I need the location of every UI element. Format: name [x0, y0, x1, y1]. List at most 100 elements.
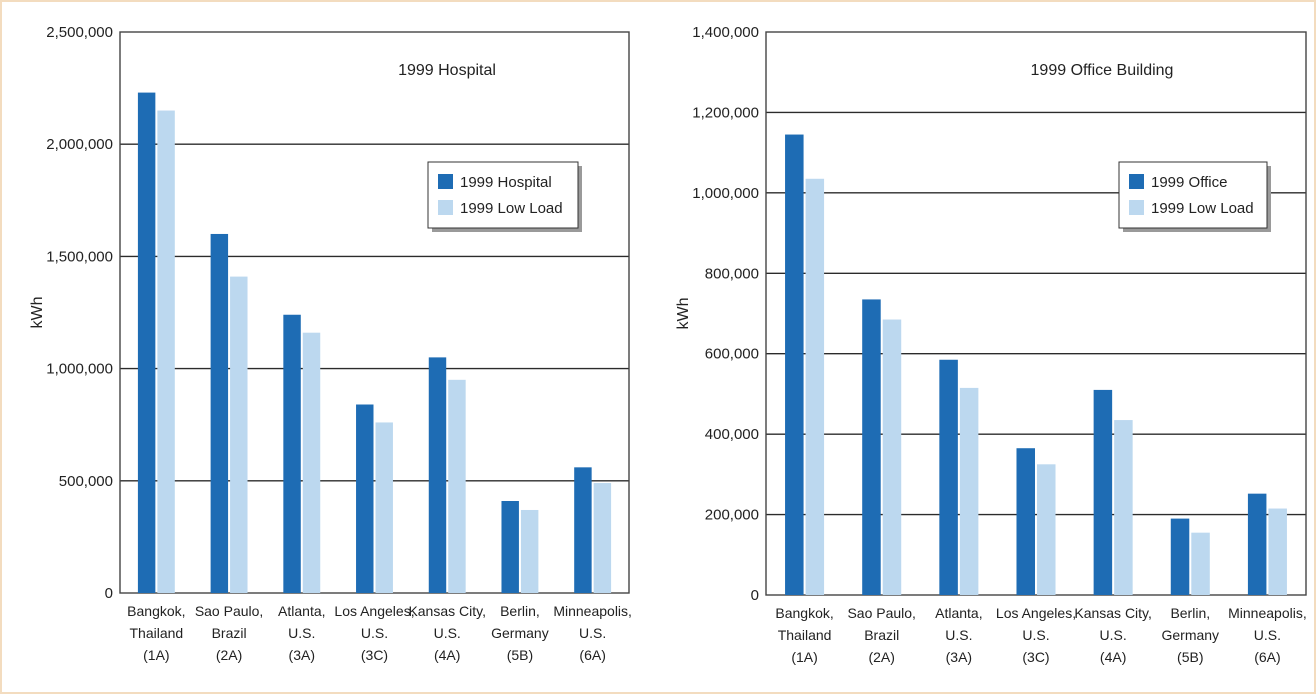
- x-category-label: Minneapolis,: [553, 603, 632, 619]
- x-category-label: U.S.: [1100, 627, 1127, 643]
- y-tick-label: 1,200,000: [692, 104, 759, 121]
- bar-light: [302, 332, 321, 593]
- x-category-label: Germany: [1161, 627, 1219, 643]
- bar-light: [1037, 464, 1056, 595]
- x-category-label: Minneapolis,: [1228, 605, 1307, 621]
- x-category-label: U.S.: [434, 625, 461, 641]
- x-category-label: (3A): [946, 649, 972, 665]
- x-category-label: Berlin,: [1170, 605, 1210, 621]
- legend-box: [1118, 161, 1268, 229]
- x-category-label: Kansas City,: [1074, 605, 1152, 621]
- plot-frame: [119, 31, 630, 594]
- y-tick-label: 0: [751, 587, 759, 604]
- y-axis-label: kWh: [675, 298, 692, 330]
- bar-light: [375, 422, 393, 593]
- x-category-label: Brazil: [212, 625, 247, 641]
- bar-light: [882, 319, 902, 595]
- x-category-label: (2A): [216, 647, 242, 663]
- chart-2: 0 200,000 400,000 600,000 800,000 1,000,000 1,…: [675, 24, 1307, 665]
- x-category-label: Los Angeles,: [996, 605, 1076, 621]
- bar-dark: [137, 92, 156, 593]
- plot-frame: [765, 31, 1307, 596]
- y-tick-label: 0: [105, 585, 113, 602]
- bar-light: [805, 178, 825, 595]
- legend-label: 1999 Low Load: [460, 200, 563, 217]
- legend-swatch: [1129, 200, 1144, 215]
- x-category-label: (3C): [361, 647, 388, 663]
- legend-box: [427, 161, 579, 229]
- x-category-label: Thailand: [130, 625, 184, 641]
- bar-light: [520, 509, 539, 593]
- x-category-label: (6A): [1254, 649, 1280, 665]
- x-category-label: Berlin,: [500, 603, 540, 619]
- bar-dark: [939, 359, 958, 595]
- x-category-label: Bangkok,: [127, 603, 185, 619]
- x-category-label: U.S.: [361, 625, 388, 641]
- bar-light: [448, 379, 466, 593]
- bar-dark: [862, 299, 881, 595]
- bar-light: [230, 276, 248, 593]
- x-category-label: Atlanta,: [278, 603, 325, 619]
- y-tick-label: 400,000: [705, 426, 759, 443]
- bar-dark: [501, 500, 519, 593]
- bar-light: [959, 387, 979, 595]
- legend-swatch: [438, 200, 453, 215]
- y-tick-label: 1,400,000: [692, 24, 759, 41]
- legend-label: 1999 Hospital: [460, 174, 552, 191]
- x-category-label: (5B): [1177, 649, 1203, 665]
- x-category-label: Germany: [491, 625, 549, 641]
- plot-area: [120, 32, 629, 593]
- x-category-label: U.S.: [288, 625, 315, 641]
- x-category-label: Kansas City,: [408, 603, 486, 619]
- chart-1: 0 500,000 1,000,000 1,500,000 2,000,000 2,500…: [29, 24, 632, 663]
- bar-dark: [785, 134, 804, 595]
- y-tick-label: 1,000,000: [46, 361, 113, 378]
- x-category-label: (4A): [434, 647, 460, 663]
- x-category-label: (5B): [507, 647, 533, 663]
- y-tick-label: 600,000: [705, 346, 759, 363]
- x-category-label: Thailand: [778, 627, 832, 643]
- bar-dark: [210, 233, 229, 593]
- x-category-label: Atlanta,: [935, 605, 982, 621]
- bar-dark: [283, 314, 301, 593]
- legend-swatch: [438, 174, 453, 189]
- x-category-label: (4A): [1100, 649, 1126, 665]
- y-tick-label: 200,000: [705, 507, 759, 524]
- x-category-label: Los Angeles,: [334, 603, 414, 619]
- x-category-label: (2A): [868, 649, 894, 665]
- x-category-label: U.S.: [945, 627, 972, 643]
- bar-dark: [1093, 389, 1113, 595]
- chart-title: 1999 Hospital: [398, 62, 496, 79]
- legend-label: 1999 Office: [1151, 174, 1227, 191]
- bar-light: [593, 483, 612, 593]
- bar-light: [157, 110, 175, 593]
- bar-dark: [574, 467, 592, 593]
- bar-light: [1191, 532, 1210, 595]
- x-category-label: Sao Paulo,: [195, 603, 264, 619]
- bar-dark: [356, 404, 374, 593]
- bar-dark: [1016, 448, 1035, 595]
- x-category-label: (3A): [289, 647, 315, 663]
- y-tick-label: 500,000: [59, 473, 113, 490]
- bar-dark: [1247, 493, 1267, 595]
- x-category-label: Bangkok,: [775, 605, 833, 621]
- x-category-label: U.S.: [579, 625, 606, 641]
- bar-dark: [1170, 518, 1190, 595]
- plot-area: [766, 32, 1306, 595]
- y-tick-label: 1,000,000: [692, 185, 759, 202]
- x-category-label: U.S.: [1022, 627, 1049, 643]
- x-category-label: Brazil: [864, 627, 899, 643]
- x-category-label: (1A): [143, 647, 169, 663]
- y-tick-label: 800,000: [705, 265, 759, 282]
- x-category-label: (3C): [1022, 649, 1049, 665]
- x-category-label: (6A): [579, 647, 605, 663]
- x-category-label: (1A): [791, 649, 817, 665]
- bar-light: [1268, 508, 1287, 595]
- legend-label: 1999 Low Load: [1151, 200, 1254, 217]
- bar-dark: [428, 357, 447, 593]
- y-tick-label: 2,000,000: [46, 136, 113, 153]
- bar-light: [1114, 420, 1133, 595]
- x-category-label: Sao Paulo,: [847, 605, 916, 621]
